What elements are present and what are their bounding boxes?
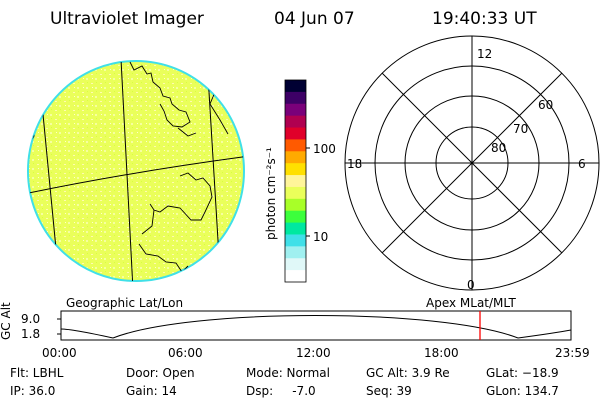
status-ip: IP: 36.0: [10, 384, 56, 398]
colorbar-label-100: 100: [313, 142, 336, 156]
colorbar-cell: [285, 186, 306, 200]
lat-label-60: 60: [538, 98, 554, 112]
colorbar-cell: [285, 80, 306, 93]
coastline: [149, 172, 213, 221]
coastline: [177, 127, 197, 137]
latitude-line: [28, 155, 244, 195]
coastline: [141, 209, 155, 235]
x-tick-label: 12:00: [296, 346, 331, 360]
uv-image-disk: [27, 60, 245, 282]
colorbar-cell: [285, 210, 306, 224]
uv-image-globe: [27, 60, 245, 282]
coastline: [129, 61, 191, 128]
status-mode: Mode: Normal: [246, 366, 330, 380]
colorbar-cell: [285, 139, 306, 152]
mlt-label-18: 18: [347, 157, 363, 171]
colorbar-cell: [285, 222, 306, 236]
status-glat: GLat: −18.9: [486, 366, 559, 380]
colorbar-cell: [285, 175, 306, 188]
instrument-title: Ultraviolet Imager: [50, 9, 204, 29]
status-door: Door: Open: [126, 366, 195, 380]
x-tick-label: 06:00: [168, 346, 203, 360]
altitude-curve: [517, 329, 572, 339]
colorbar-cell: [285, 270, 306, 283]
colorbar-cell: [285, 127, 306, 141]
altitude-curve: [60, 328, 114, 339]
coastline: [28, 199, 32, 219]
status-dsp: Dsp: -7.0: [246, 384, 316, 398]
status-filter: Flt: LBHL: [10, 366, 64, 380]
status-gc-alt: GC Alt: 3.9 Re: [366, 366, 450, 380]
mlt-label-6: 6: [578, 157, 586, 171]
polar-diagonal: [381, 72, 563, 254]
status-glon: GLon: 134.7: [486, 384, 559, 398]
colorbar-label-10: 10: [313, 230, 329, 244]
x-tick-label: 18:00: [424, 346, 459, 360]
x-tick-label: 23:59: [555, 346, 590, 360]
timeline-right-title: Apex MLat/MLT: [426, 296, 516, 310]
y-tick-label-1-8: 1.8: [21, 327, 41, 341]
status-gain: Gain: 14: [126, 384, 177, 398]
colorbar-cell: [285, 115, 306, 129]
colorbar-cell: [285, 151, 306, 164]
colorbar-cell: [285, 234, 306, 247]
date-label: 04 Jun 07: [274, 9, 355, 29]
time-label: 19:40:33 UT: [432, 9, 537, 29]
colorbar-cell: [285, 198, 306, 212]
timeline-axis-label: GC Alt: [0, 302, 13, 340]
mlt-label-0: 0: [467, 278, 475, 292]
colorbar-cell: [285, 91, 306, 105]
x-tick-label: 00:00: [42, 346, 77, 360]
colorbar-frame: [284, 79, 307, 283]
polar-grid: [344, 35, 600, 291]
status-seq: Seq: 39: [366, 384, 412, 398]
coastline: [216, 257, 239, 275]
altitude-curve: [112, 315, 519, 339]
colorbar-cell: [285, 258, 306, 271]
colorbar-cell: [285, 246, 306, 259]
colorbar-cell: [285, 163, 306, 176]
timeline-left-title: Geographic Lat/Lon: [66, 296, 184, 310]
colorbar-cell: [285, 103, 306, 117]
colorbar-unit-label: photon cm⁻²s⁻¹: [264, 147, 278, 240]
y-tick-label-9: 9.0: [21, 312, 41, 326]
colorbar: [285, 80, 306, 283]
lat-label-80: 80: [491, 141, 507, 155]
mlt-label-12: 12: [477, 47, 493, 61]
lat-label-70: 70: [513, 122, 529, 136]
